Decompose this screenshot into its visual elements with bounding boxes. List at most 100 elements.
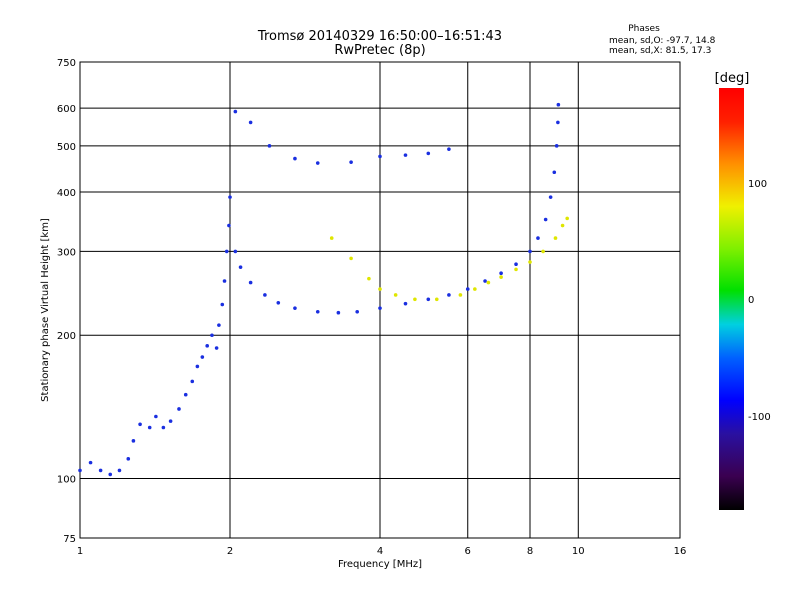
data-point: [88, 460, 93, 465]
data-point: [536, 236, 540, 240]
data-point: [426, 151, 431, 156]
colorbar: [719, 88, 744, 510]
data-point: [499, 271, 503, 276]
data-point: [413, 297, 417, 302]
data-point: [227, 223, 231, 228]
data-point: [556, 102, 561, 107]
data-point: [552, 170, 557, 175]
data-point: [224, 249, 229, 254]
chart-title: Tromsø 20140329 16:50:00–16:51:43: [257, 29, 502, 44]
data-point: [483, 279, 487, 283]
data-point: [228, 195, 232, 199]
data-point: [233, 249, 238, 254]
data-point: [293, 156, 297, 161]
data-point: [220, 302, 225, 307]
data-point: [147, 425, 152, 430]
data-point: [553, 236, 558, 240]
data-point: [514, 267, 518, 272]
data-point: [541, 249, 545, 254]
chart-subtitle: RwPretec (8p): [334, 43, 425, 58]
data-point: [210, 333, 214, 338]
x-tick-label: 16: [674, 546, 687, 557]
data-point: [403, 153, 408, 157]
y-axis-label: Stationary phase Virtual Height [km]: [40, 218, 51, 402]
data-point: [200, 355, 205, 359]
data-point: [458, 293, 463, 297]
data-point: [98, 468, 103, 473]
data-point: [117, 468, 122, 473]
data-point: [560, 223, 565, 228]
y-tick-label: 500: [57, 142, 76, 153]
stats-x-mode: mean, sd,X: 81.5, 17.3: [609, 46, 711, 56]
data-point: [548, 195, 553, 199]
y-tick-label: 300: [57, 247, 76, 258]
colorbar-tick-100: 100: [748, 179, 767, 190]
data-point: [378, 154, 382, 159]
data-points: [78, 102, 569, 477]
plot-border: [79, 61, 681, 539]
data-point: [248, 120, 253, 125]
data-point: [426, 297, 431, 302]
data-point: [499, 275, 503, 279]
data-point: [315, 310, 320, 314]
x-tick-label: 2: [227, 546, 233, 557]
y-axis-ticks: 75 100 200 300 400 500 600 750: [57, 58, 76, 545]
data-point: [233, 109, 238, 114]
stats-o-mode: mean, sd,O: -97.7, 14.8: [609, 36, 716, 46]
x-tick-label: 8: [527, 546, 533, 557]
data-point: [393, 293, 398, 297]
y-tick-label: 200: [57, 331, 76, 342]
y-tick-label: 75: [63, 534, 76, 545]
x-tick-label: 6: [465, 546, 471, 557]
data-point: [238, 265, 243, 269]
data-point: [177, 407, 181, 411]
y-tick-label: 100: [57, 475, 76, 486]
data-point: [138, 422, 142, 427]
colorbar-tick-0: 0: [748, 295, 754, 306]
grid: [80, 62, 680, 538]
data-point: [263, 293, 267, 297]
data-point: [329, 236, 334, 240]
data-point: [154, 414, 158, 419]
data-point: [293, 306, 297, 310]
data-point: [355, 310, 359, 314]
y-tick-label: 750: [57, 58, 76, 69]
data-point: [556, 120, 560, 125]
data-point: [378, 306, 382, 310]
data-point: [190, 379, 195, 384]
x-tick-label: 4: [377, 546, 383, 557]
data-point: [403, 301, 408, 306]
data-point: [367, 276, 371, 281]
data-point: [267, 144, 272, 148]
data-point: [205, 344, 209, 348]
x-axis-ticks: 1 2 4 6 8 10 16: [77, 546, 687, 557]
data-point: [434, 297, 439, 302]
data-point: [214, 346, 219, 350]
plot-frame: [79, 61, 681, 539]
data-point: [543, 217, 548, 222]
data-point: [195, 364, 200, 369]
x-tick-label: 10: [572, 546, 585, 557]
y-tick-label: 400: [57, 188, 76, 199]
data-point: [108, 472, 113, 477]
y-tick-label: 600: [57, 104, 76, 115]
data-point: [131, 439, 136, 443]
data-point: [349, 256, 353, 261]
x-axis-label: Frequency [MHz]: [338, 559, 422, 570]
data-point: [78, 468, 82, 473]
colorbar-tick-neg100: -100: [748, 412, 771, 423]
data-point: [378, 287, 382, 291]
data-point: [447, 147, 451, 151]
data-point: [336, 310, 341, 315]
colorbar-unit: [deg]: [715, 71, 750, 86]
data-point: [315, 161, 320, 165]
data-point: [349, 160, 353, 164]
data-point: [514, 262, 518, 267]
data-point: [465, 287, 470, 291]
data-point: [126, 457, 131, 461]
data-point: [183, 392, 188, 397]
data-point: [217, 323, 221, 327]
data-point: [248, 280, 253, 285]
data-point: [473, 287, 477, 291]
